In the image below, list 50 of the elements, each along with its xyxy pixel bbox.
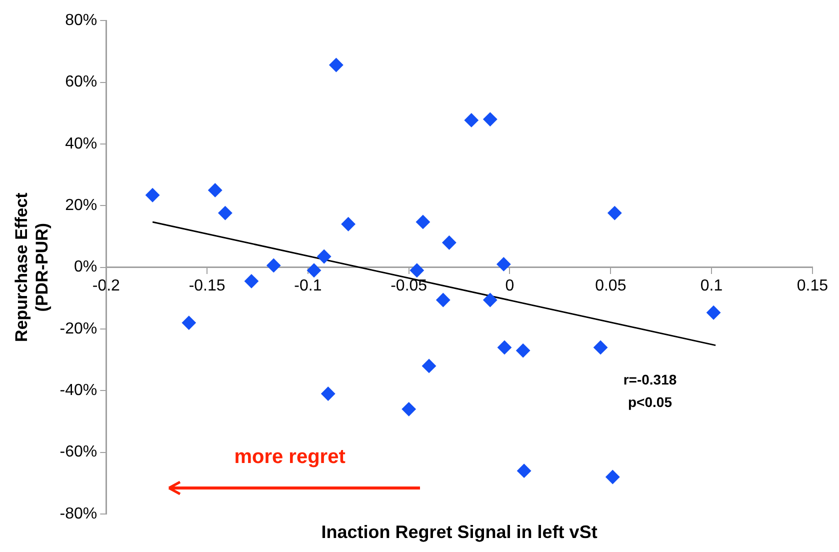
point <box>442 236 456 250</box>
point <box>422 358 436 373</box>
point <box>706 306 721 320</box>
point <box>464 113 478 128</box>
point <box>608 206 622 220</box>
x-axis-title: Inaction Regret Signal in left vSt <box>321 522 598 542</box>
x-tick-label: 0 <box>505 277 514 294</box>
x-tick-label: -0.15 <box>188 277 226 294</box>
point <box>146 188 160 202</box>
x-tick-label: 0.1 <box>700 277 723 294</box>
y-tick-label: 20% <box>65 197 98 214</box>
point <box>182 316 196 330</box>
point <box>208 183 222 198</box>
point <box>329 58 344 72</box>
point <box>516 344 530 358</box>
y-tick-label: -40% <box>60 382 98 400</box>
annotation: p<0.05 <box>628 394 672 410</box>
y-tick-label: -60% <box>60 444 98 461</box>
annotation: r=-0.318 <box>623 372 677 388</box>
x-tick-label: -0.05 <box>390 277 428 294</box>
point <box>497 340 512 354</box>
point <box>341 217 356 232</box>
point <box>517 464 532 478</box>
point <box>307 263 321 278</box>
x-tick-label: 0.15 <box>796 277 828 294</box>
point <box>317 250 332 264</box>
x-tick-label: 0.05 <box>595 277 626 294</box>
y-tick-label: 0% <box>74 258 98 276</box>
x-tick-label: -0.2 <box>92 277 120 294</box>
y-tick-label: 40% <box>65 135 98 152</box>
point <box>266 258 281 272</box>
point <box>416 214 430 229</box>
point <box>321 386 336 401</box>
y-tick-label: 80% <box>65 12 98 30</box>
annotation: more regret <box>234 446 346 468</box>
point <box>483 112 498 126</box>
point <box>436 292 450 307</box>
point <box>410 263 424 278</box>
point <box>594 340 608 354</box>
point <box>496 257 511 272</box>
point <box>218 206 232 220</box>
x-tick-label: -0.1 <box>294 277 322 294</box>
point <box>244 274 258 288</box>
y-axis-title: Repurchase Effect (PDR-PUR) <box>12 192 52 342</box>
point <box>483 292 498 307</box>
y-tick-label: -20% <box>60 320 98 338</box>
y-tick-label: -80% <box>60 505 98 522</box>
y-tick-label: 60% <box>65 74 98 91</box>
point <box>402 402 416 416</box>
point <box>606 470 620 484</box>
